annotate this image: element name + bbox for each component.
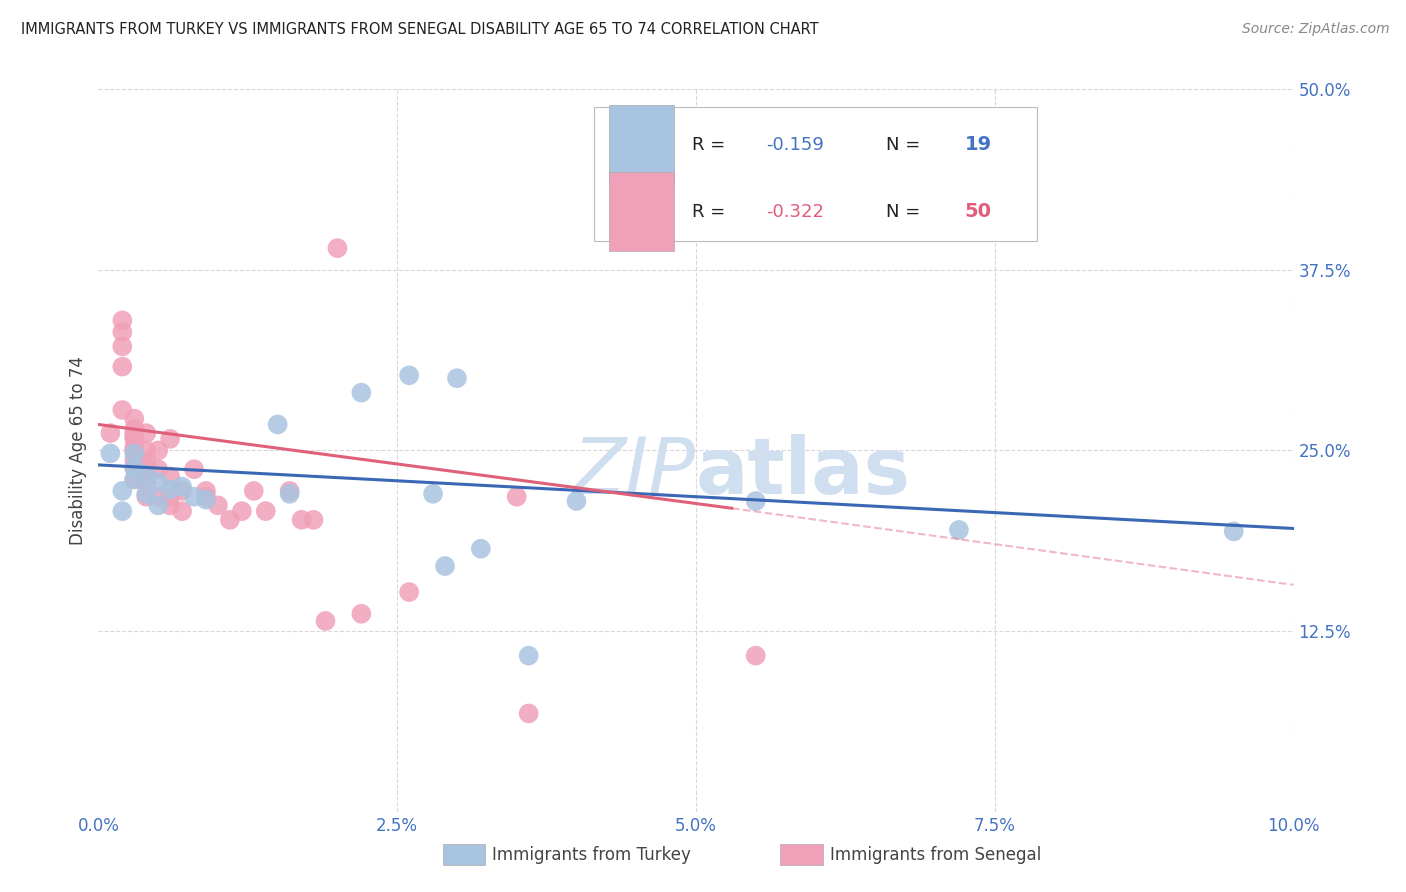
Point [111,483,134,498]
Point [159,490,181,504]
Point [231,504,253,518]
Text: 50: 50 [965,202,991,221]
Text: atlas: atlas [696,434,911,510]
Point [148,475,170,490]
Point [291,513,314,527]
Point [135,468,157,483]
Point [135,487,157,501]
Point [446,371,468,385]
Point [422,487,444,501]
Point [124,432,146,446]
Text: N =: N = [886,202,927,220]
Point [517,648,540,663]
Point [148,462,170,476]
Point [195,483,218,498]
Point [111,403,134,417]
Point [278,487,301,501]
Point [195,492,218,507]
Point [398,368,420,383]
Point [148,490,170,504]
Point [159,432,181,446]
Point [302,513,325,527]
Text: IMMIGRANTS FROM TURKEY VS IMMIGRANTS FROM SENEGAL DISABILITY AGE 65 TO 74 CORREL: IMMIGRANTS FROM TURKEY VS IMMIGRANTS FRO… [21,22,818,37]
Point [135,490,157,504]
Point [434,559,457,574]
Point [100,426,122,441]
Point [124,422,146,436]
Point [183,490,205,504]
Point [243,483,266,498]
Point [124,443,146,458]
Point [100,446,122,460]
Point [148,443,170,458]
Point [506,490,529,504]
FancyBboxPatch shape [595,107,1036,241]
Text: R =: R = [692,202,731,220]
Point [350,607,373,621]
Point [278,483,301,498]
Point [254,504,277,518]
Point [159,499,181,513]
Point [326,241,349,255]
Point [111,325,134,339]
Point [111,313,134,327]
Point [124,460,146,475]
Text: Immigrants from Senegal: Immigrants from Senegal [830,846,1040,863]
Point [135,426,157,441]
Point [124,426,146,441]
Point [124,460,146,475]
Point [315,614,337,628]
Point [948,523,970,537]
Text: -0.322: -0.322 [766,202,824,220]
Point [267,417,290,432]
Point [159,469,181,483]
Point [183,462,205,476]
Point [124,441,146,455]
Point [111,359,134,374]
Point [1223,524,1246,539]
Point [207,499,229,513]
Text: ZIP: ZIP [574,434,696,510]
Text: -0.159: -0.159 [766,136,824,153]
Point [745,648,768,663]
Point [111,339,134,353]
Point [195,490,218,504]
Point [745,494,768,508]
Point [172,504,194,518]
Point [172,483,194,498]
Text: Immigrants from Turkey: Immigrants from Turkey [492,846,690,863]
Text: R =: R = [692,136,731,153]
Bar [609,172,675,252]
Text: 19: 19 [965,136,993,154]
Point [172,479,194,493]
Point [350,385,373,400]
Point [124,453,146,467]
Point [398,585,420,599]
Point [124,472,146,486]
Bar [609,105,675,185]
Point [470,541,492,556]
Point [124,446,146,460]
Point [124,429,146,443]
Point [135,460,157,475]
Text: Source: ZipAtlas.com: Source: ZipAtlas.com [1241,22,1389,37]
Point [135,475,157,490]
Text: N =: N = [886,136,927,153]
Point [124,411,146,425]
Point [135,469,157,483]
Point [159,483,181,497]
Point [565,494,588,508]
Point [124,472,146,486]
Point [135,443,157,458]
Point [517,706,540,721]
Point [148,499,170,513]
Point [219,513,242,527]
Y-axis label: Disability Age 65 to 74: Disability Age 65 to 74 [69,356,87,545]
Point [135,455,157,469]
Point [111,504,134,518]
